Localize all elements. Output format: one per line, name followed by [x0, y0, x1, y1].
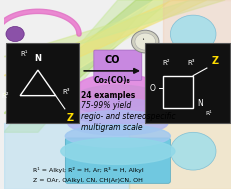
- Text: Z: Z: [67, 113, 74, 123]
- Polygon shape: [163, 0, 231, 94]
- Text: multigram scale: multigram scale: [81, 123, 142, 132]
- Text: O: O: [149, 84, 154, 93]
- Polygon shape: [129, 94, 231, 189]
- Text: R¹ = Alkyl; R² = H, Ar; R³ = H, Alkyl: R¹ = Alkyl; R² = H, Ar; R³ = H, Alkyl: [33, 167, 143, 173]
- Text: R¹: R¹: [205, 111, 212, 116]
- Text: 75-99% yield: 75-99% yield: [81, 101, 131, 111]
- Ellipse shape: [74, 74, 161, 108]
- Text: CO: CO: [104, 55, 119, 65]
- Text: R¹: R¹: [20, 51, 28, 57]
- Polygon shape: [4, 0, 170, 113]
- FancyBboxPatch shape: [94, 50, 141, 80]
- Text: 24 examples: 24 examples: [81, 91, 135, 100]
- Circle shape: [170, 132, 215, 170]
- Text: Z = OAr, OAlkyl, CN, CH(Ar)CN, OH: Z = OAr, OAlkyl, CN, CH(Ar)CN, OH: [33, 178, 143, 183]
- Text: R²: R²: [161, 60, 169, 66]
- Polygon shape: [4, 0, 188, 94]
- Text: Co₂(CO)₈: Co₂(CO)₈: [93, 76, 130, 85]
- Ellipse shape: [70, 98, 165, 125]
- Circle shape: [131, 30, 158, 53]
- Ellipse shape: [67, 111, 167, 135]
- Ellipse shape: [65, 125, 170, 147]
- Circle shape: [6, 26, 24, 42]
- Text: N: N: [34, 53, 41, 63]
- Text: R³: R³: [186, 60, 194, 66]
- Polygon shape: [4, 123, 129, 189]
- FancyBboxPatch shape: [145, 43, 229, 123]
- Circle shape: [134, 33, 155, 50]
- Ellipse shape: [72, 85, 163, 115]
- FancyBboxPatch shape: [6, 43, 79, 123]
- Polygon shape: [4, 0, 152, 132]
- Text: regio- and stereospecific: regio- and stereospecific: [81, 112, 175, 121]
- Ellipse shape: [61, 138, 174, 164]
- Polygon shape: [4, 0, 224, 57]
- Text: N: N: [196, 99, 202, 108]
- Circle shape: [170, 15, 215, 53]
- Text: Z: Z: [210, 56, 218, 66]
- Text: R³: R³: [62, 89, 70, 95]
- FancyBboxPatch shape: [65, 138, 170, 183]
- Text: R²: R²: [1, 93, 9, 99]
- Polygon shape: [4, 0, 206, 76]
